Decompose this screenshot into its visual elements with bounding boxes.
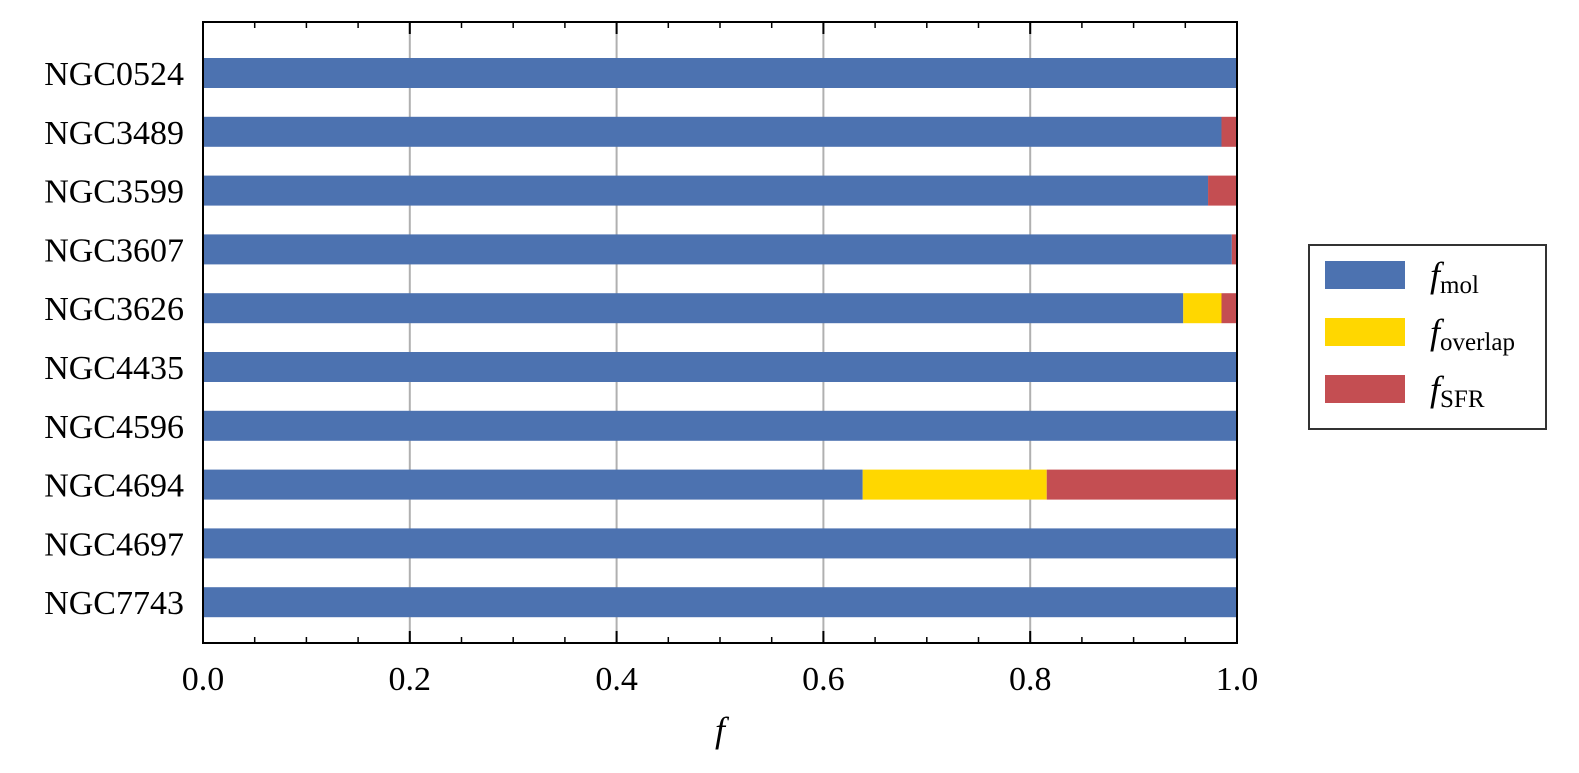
bars [203, 58, 1237, 618]
legend-label-mol: fmol [1430, 255, 1479, 299]
bar-mol-NGC4694 [203, 469, 863, 500]
bar-mol-NGC3489 [203, 116, 1222, 147]
x-tick-label: 1.0 [1216, 661, 1259, 698]
category-label: NGC0524 [44, 56, 184, 93]
legend-swatch-SFR [1325, 375, 1405, 403]
bar-SFR-NGC3489 [1221, 116, 1237, 147]
legend-label-SFR: fSFR [1430, 369, 1485, 413]
axis-ticks [202, 22, 1238, 643]
x-tick-label: 0.0 [182, 661, 225, 698]
legend-swatch-mol [1325, 261, 1405, 289]
bar-mol-NGC4697 [203, 528, 1237, 559]
category-label: NGC4435 [44, 350, 184, 387]
bar-mol-NGC4435 [203, 352, 1237, 382]
category-label: NGC3599 [44, 174, 184, 211]
legend-swatch-overlap [1325, 318, 1405, 346]
category-label: NGC3607 [44, 232, 184, 269]
bar-overlap-NGC3626 [1183, 293, 1222, 324]
bar-mol-NGC0524 [203, 58, 1237, 88]
bar-SFR-NGC3599 [1208, 175, 1237, 206]
x-tick-labels: 0.0 0.2 0.4 0.6 0.8 1.0 [182, 661, 1259, 698]
category-label: NGC4596 [44, 409, 184, 446]
category-labels: NGC0524 NGC3489 NGC3599 NGC3607 NGC3626 NGC44… [44, 56, 184, 622]
bar-overlap-NGC4694 [862, 469, 1047, 500]
bar-mol-NGC3599 [203, 175, 1209, 206]
category-label: NGC7743 [44, 585, 184, 622]
bar-mol-NGC3626 [203, 293, 1184, 324]
category-label: NGC4697 [44, 526, 184, 563]
x-tick-label: 0.2 [389, 661, 432, 698]
category-label: NGC4694 [44, 468, 184, 505]
bar-SFR-NGC4694 [1046, 469, 1237, 500]
x-tick-label: 0.6 [802, 661, 845, 698]
bar-mol-NGC3607 [203, 234, 1232, 265]
x-tick-label: 0.8 [1009, 661, 1052, 698]
bar-mol-NGC4596 [203, 410, 1237, 441]
category-label: NGC3489 [44, 115, 184, 152]
category-label: NGC3626 [44, 291, 184, 328]
bar-mol-NGC7743 [203, 587, 1237, 618]
bar-SFR-NGC3626 [1221, 293, 1237, 324]
x-tick-label: 0.4 [595, 661, 638, 698]
bar-SFR-NGC3607 [1231, 234, 1237, 265]
x-axis-label: f [715, 710, 730, 750]
